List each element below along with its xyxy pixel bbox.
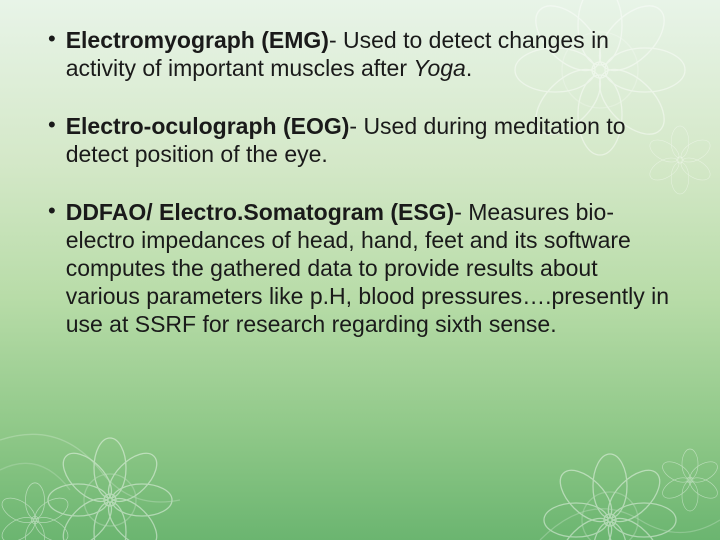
bullet-text: DDFAO/ Electro.Somatogram (ESG)- Measure… [66, 198, 670, 338]
bullet-item: • Electromyograph (EMG)- Used to detect … [50, 26, 670, 82]
bullet-after: . [466, 55, 472, 81]
slide-container: • Electromyograph (EMG)- Used to detect … [0, 0, 720, 540]
bullet-title: Electromyograph (EMG) [66, 27, 329, 53]
bullet-item: • Electro-oculograph (EOG)- Used during … [50, 112, 670, 168]
bullet-item: • DDFAO/ Electro.Somatogram (ESG)- Measu… [50, 198, 670, 338]
bullet-title: DDFAO/ Electro.Somatogram (ESG) [66, 199, 455, 225]
bullet-title: Electro-oculograph (EOG) [66, 113, 350, 139]
bullet-italic: Yoga [413, 55, 465, 81]
bullet-marker: • [48, 112, 56, 139]
bullet-marker: • [48, 26, 56, 53]
bullet-text: Electro-oculograph (EOG)- Used during me… [66, 112, 670, 168]
slide-content: • Electromyograph (EMG)- Used to detect … [0, 0, 720, 358]
bullet-marker: • [48, 198, 56, 225]
bullet-text: Electromyograph (EMG)- Used to detect ch… [66, 26, 670, 82]
